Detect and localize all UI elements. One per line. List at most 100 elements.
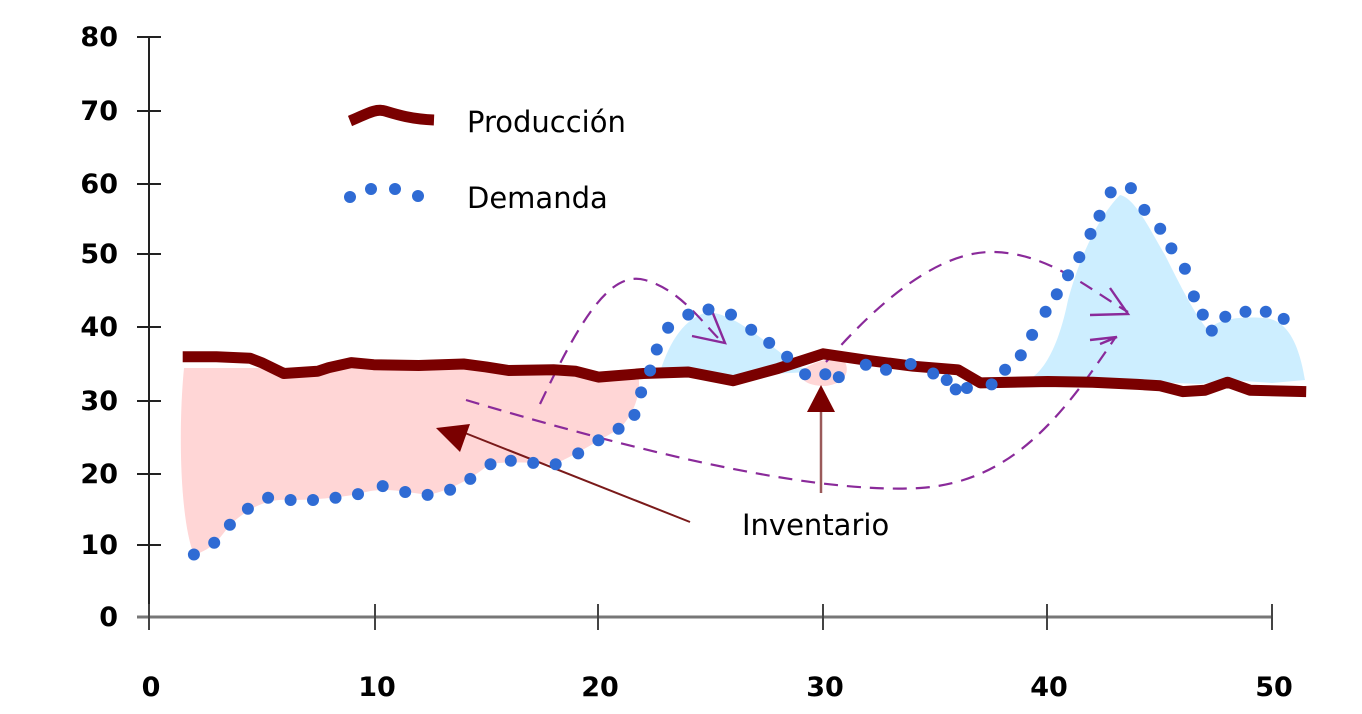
- demand-point: [504, 454, 517, 467]
- legend: Producción Demanda: [344, 104, 626, 215]
- demand-point: [859, 358, 872, 371]
- demand-point: [1104, 186, 1117, 199]
- x-tick-label: 50: [1255, 672, 1293, 703]
- x-tick-label: 30: [806, 672, 844, 703]
- demand-point: [421, 488, 434, 501]
- demand-point: [376, 480, 389, 493]
- demand-point: [612, 422, 625, 435]
- demand-point: [999, 363, 1012, 376]
- x-tick-label: 40: [1030, 672, 1068, 703]
- deficit-fill-area-1: [660, 312, 810, 378]
- demand-point: [1165, 242, 1178, 255]
- y-tick-label: 10: [80, 530, 118, 561]
- dashed-arrow-curve: [465, 337, 1116, 490]
- y-tick-label: 80: [80, 22, 118, 53]
- arrowheads: [691, 287, 1131, 346]
- y-tick-label: 30: [80, 386, 118, 417]
- demand-point: [960, 382, 973, 394]
- demand-point: [628, 408, 641, 421]
- demand-point: [904, 358, 917, 370]
- demand-point: [1259, 305, 1272, 318]
- demand-point: [399, 486, 412, 498]
- demand-point: [763, 336, 776, 349]
- transfer-arrows: [465, 250, 1129, 490]
- demand-point: [927, 367, 940, 380]
- fill-regions: [180, 195, 1305, 555]
- x-tick-labels: 0 10 20 30 40 50: [142, 672, 1293, 703]
- arrowhead-icon: [691, 310, 727, 345]
- demand-point: [635, 386, 648, 399]
- demand-point: [1093, 209, 1106, 222]
- demand-point: [644, 364, 657, 377]
- demand-point: [187, 548, 200, 561]
- inventory-annotation-label: Inventario: [742, 508, 889, 542]
- demand-point: [1239, 305, 1252, 318]
- demand-point: [527, 456, 540, 469]
- demand-point: [1138, 203, 1151, 216]
- demand-point: [949, 383, 962, 396]
- demand-point: [1124, 182, 1137, 195]
- deficit-fill-area-2: [1020, 195, 1305, 384]
- demand-point: [1039, 305, 1052, 318]
- demand-point: [1062, 269, 1074, 282]
- y-tick-label: 0: [99, 602, 118, 633]
- demand-point: [1205, 324, 1218, 337]
- demand-point: [284, 494, 297, 506]
- dashed-arrow-curve: [825, 250, 1129, 363]
- arrowhead-icon: [1089, 335, 1118, 346]
- demand-point: [1187, 290, 1200, 303]
- demand-point: [1154, 222, 1167, 235]
- y-axis: [137, 36, 161, 628]
- demand-point: [592, 434, 605, 447]
- demand-point: [464, 472, 477, 485]
- y-tick-labels: 80 70 60 50 40 30 20 10 0: [80, 22, 118, 633]
- demand-point: [1026, 328, 1039, 341]
- dashed-arrow-curve: [539, 277, 723, 405]
- demand-point: [329, 491, 342, 504]
- demand-point: [682, 308, 695, 321]
- demand-point: [985, 378, 998, 391]
- demand-point: [1196, 308, 1209, 321]
- demand-point: [1277, 312, 1290, 325]
- y-tick-label: 60: [80, 169, 118, 200]
- production-line: [182, 348, 1307, 398]
- y-tick-label: 70: [80, 96, 118, 127]
- y-tick-label: 20: [80, 459, 118, 490]
- pointer-line: [464, 432, 691, 523]
- x-tick-label: 10: [358, 672, 396, 703]
- demand-point: [725, 308, 737, 321]
- x-tick-label: 0: [142, 672, 161, 703]
- demand-point: [1219, 310, 1232, 323]
- demand-point: [880, 363, 892, 376]
- demand-point: [832, 371, 845, 384]
- demand-point: [702, 303, 715, 316]
- demand-point: [650, 343, 663, 356]
- inventory-pointers: [436, 385, 835, 523]
- demand-point: [549, 458, 562, 471]
- inventory-fill-area: [180, 365, 640, 555]
- legend-demand-label: Demanda: [467, 181, 608, 215]
- legend-production-swatch: [347, 104, 435, 127]
- demand-point: [444, 483, 457, 496]
- demand-point: [223, 518, 236, 531]
- demand-point: [307, 494, 319, 506]
- demand-point: [1073, 251, 1086, 264]
- demand-point: [781, 350, 794, 363]
- demand-point: [1014, 349, 1027, 362]
- demand-point: [208, 536, 221, 549]
- y-tick-label: 50: [80, 239, 118, 270]
- pointer-arrowhead-icon: [436, 424, 470, 452]
- demand-point: [799, 368, 812, 381]
- demand-point: [662, 321, 675, 334]
- y-tick-label: 40: [80, 312, 118, 343]
- pointer-arrowhead-icon: [807, 385, 835, 412]
- legend-demand-swatch: [344, 183, 424, 203]
- demand-point: [241, 502, 254, 515]
- demand-point: [352, 488, 364, 501]
- demand-point: [1084, 227, 1097, 240]
- demand-point: [1178, 262, 1191, 275]
- legend-production-label: Producción: [467, 105, 626, 139]
- arrowhead-icon: [1089, 287, 1131, 317]
- x-tick-label: 20: [581, 672, 619, 703]
